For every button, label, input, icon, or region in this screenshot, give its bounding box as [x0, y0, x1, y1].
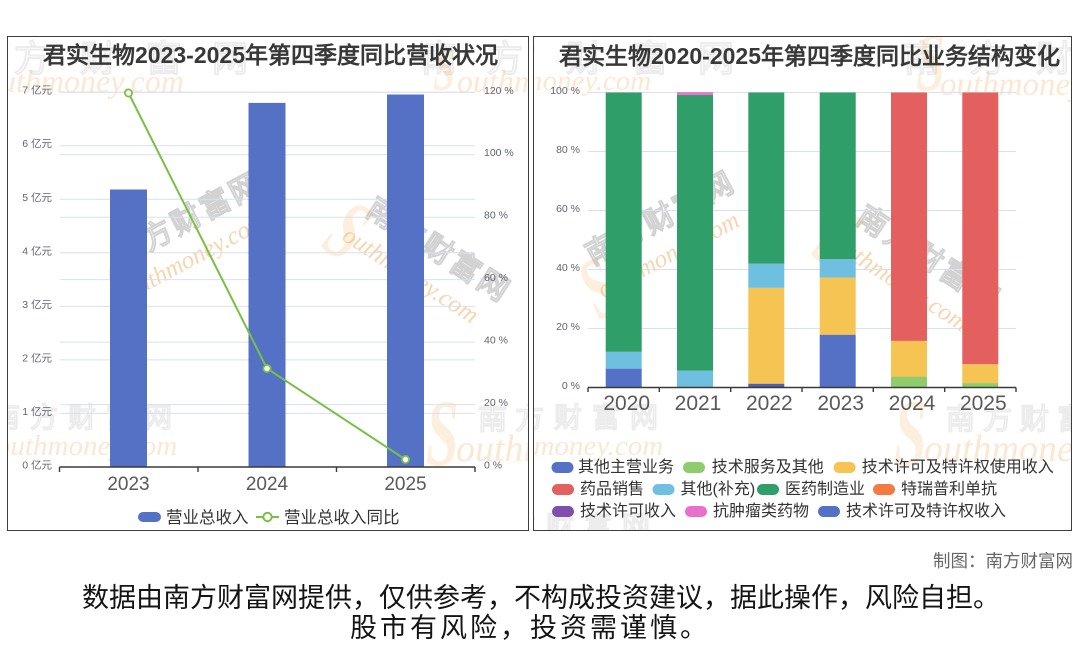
svg-text:2020: 2020: [603, 392, 650, 415]
svg-text:40 %: 40 %: [556, 262, 580, 274]
svg-text:120 %: 120 %: [484, 84, 514, 96]
svg-text:技术服务及其他: 技术服务及其他: [711, 458, 823, 476]
svg-text:5 亿元: 5 亿元: [22, 190, 52, 203]
svg-text:7 亿元: 7 亿元: [22, 83, 52, 96]
svg-text:其他主营业务: 其他主营业务: [578, 458, 674, 476]
svg-text:营业总收入同比: 营业总收入同比: [284, 508, 400, 527]
svg-text:2024: 2024: [888, 392, 935, 415]
svg-text:技术许可及特许权使用收入: 技术许可及特许权使用收入: [861, 458, 1053, 476]
svg-text:20 %: 20 %: [484, 397, 508, 409]
svg-text:40 %: 40 %: [484, 334, 508, 346]
svg-text:营业总收入: 营业总收入: [166, 508, 249, 527]
svg-text:药品销售: 药品销售: [580, 480, 644, 498]
svg-text:2022: 2022: [745, 392, 792, 415]
svg-text:2025: 2025: [959, 392, 1006, 415]
svg-text:特瑞普利单抗: 特瑞普利单抗: [901, 480, 997, 498]
svg-text:80 %: 80 %: [556, 144, 580, 156]
svg-text:20 %: 20 %: [556, 321, 580, 333]
svg-text:3 亿元: 3 亿元: [22, 297, 52, 310]
svg-text:2021: 2021: [674, 392, 721, 415]
svg-text:2023: 2023: [107, 474, 149, 495]
svg-text:100 %: 100 %: [484, 147, 514, 159]
svg-text:2 亿元: 2 亿元: [22, 351, 52, 364]
svg-text:0 %: 0 %: [561, 380, 579, 392]
svg-text:0 %: 0 %: [484, 459, 502, 471]
svg-text:0 亿元: 0 亿元: [22, 458, 52, 471]
svg-text:6 亿元: 6 亿元: [22, 137, 52, 150]
svg-text:2023: 2023: [817, 392, 864, 415]
svg-text:2024: 2024: [245, 474, 288, 495]
svg-text:技术许可收入: 技术许可收入: [580, 502, 676, 520]
svg-text:60 %: 60 %: [484, 272, 508, 284]
svg-text:2025: 2025: [384, 474, 426, 495]
svg-text:60 %: 60 %: [556, 203, 580, 215]
svg-text:1 亿元: 1 亿元: [22, 404, 52, 417]
svg-text:其他(补充): 其他(补充): [680, 480, 755, 498]
svg-text:技术许可及特许权收入: 技术许可及特许权收入: [846, 502, 1006, 520]
svg-text:医药制造业: 医药制造业: [785, 480, 865, 498]
svg-text:4 亿元: 4 亿元: [22, 244, 52, 257]
svg-text:抗肿瘤类药物: 抗肿瘤类药物: [713, 502, 809, 520]
svg-text:80 %: 80 %: [484, 209, 508, 221]
svg-text:100 %: 100 %: [550, 85, 580, 97]
